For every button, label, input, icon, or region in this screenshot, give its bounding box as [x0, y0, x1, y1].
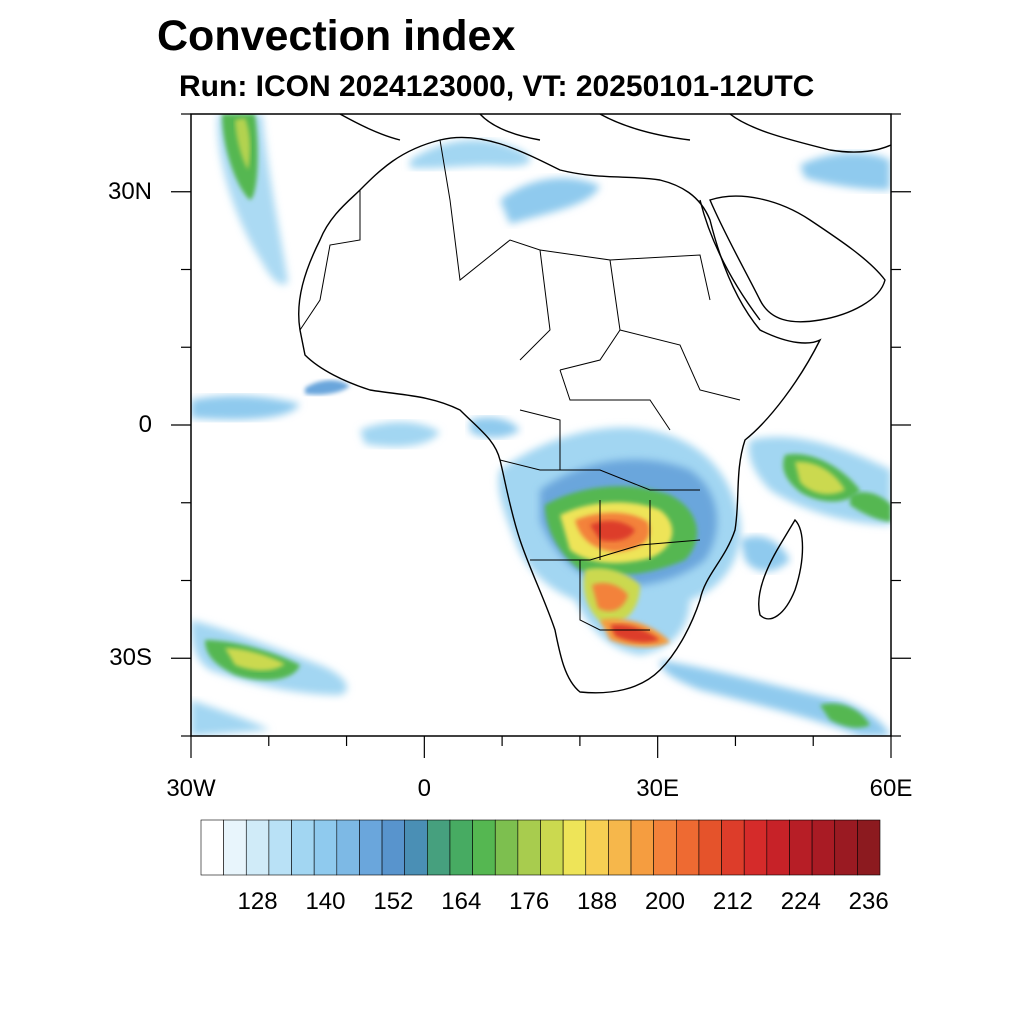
colorbar	[200, 819, 881, 876]
colorbar-box	[517, 819, 541, 876]
colorbar-box	[540, 819, 564, 876]
colorbar-box	[494, 819, 519, 876]
south-atlantic-cell	[191, 620, 348, 736]
colorbar-box	[427, 819, 451, 876]
colorbar-box	[268, 819, 292, 876]
colorbar-label: 152	[373, 888, 414, 915]
x-tick-label: 0	[417, 775, 431, 802]
colorbar-box	[698, 819, 722, 876]
arabia-coastline	[709, 195, 886, 323]
colorbar-box	[291, 819, 315, 876]
colorbar-label: 188	[577, 888, 618, 915]
colorbar-box	[585, 819, 609, 876]
colorbar-label: 176	[509, 888, 550, 915]
colorbar-box	[834, 819, 858, 876]
colorbar-box	[359, 819, 383, 876]
colorbar-box	[336, 819, 360, 876]
x-tick-label: 30W	[166, 775, 216, 802]
colorbar-box	[449, 819, 473, 876]
africa-coastline	[298, 136, 822, 694]
north-atlantic-plume	[217, 114, 288, 285]
equatorial-atlantic-streaks	[191, 380, 520, 447]
europe-coastline	[339, 114, 891, 153]
colorbar-label: 128	[237, 888, 278, 915]
colorbar-box	[472, 819, 496, 876]
colorbar-box	[223, 819, 247, 876]
colorbar-box	[562, 819, 587, 876]
colorbar-box	[630, 819, 654, 876]
colorbar-label: 212	[712, 888, 753, 915]
colorbar-label: 200	[644, 888, 685, 915]
colorbar-box	[608, 819, 632, 876]
colorbar-label: 164	[441, 888, 482, 915]
country-borders	[299, 139, 741, 631]
y-tick-label: 0	[138, 411, 152, 438]
y-tick-label: 30N	[107, 177, 152, 205]
colorbar-label: 236	[848, 888, 889, 915]
colorbar-box	[721, 819, 745, 876]
axis-ticks	[171, 113, 911, 758]
colorbar-box	[245, 819, 270, 876]
chart-subtitle: Run: ICON 2024123000, VT: 20250101-12UTC	[179, 70, 815, 103]
colorbar-box	[653, 819, 677, 876]
east-madagascar-cell	[740, 436, 891, 572]
colorbar-box	[200, 819, 224, 876]
colorbar-box	[766, 819, 790, 876]
madagascar-coastline	[758, 518, 804, 620]
colorbar-box	[381, 819, 406, 876]
red-sea-coast	[699, 199, 761, 321]
colorbar-label: 224	[780, 888, 821, 915]
north-africa-bands	[410, 139, 890, 224]
colorbar-box	[313, 819, 338, 876]
colorbar-box	[811, 819, 836, 876]
southern-africa-convection	[498, 427, 741, 655]
colorbar-box	[743, 819, 768, 876]
convection-field	[191, 114, 891, 736]
colorbar-box	[404, 819, 428, 876]
chart-title: Convection index	[157, 12, 516, 60]
colorbar-label: 140	[305, 888, 346, 915]
x-tick-label: 30E	[636, 775, 679, 802]
indian-ocean-band	[660, 660, 891, 736]
colorbar-box	[675, 819, 700, 876]
colorbar-box	[789, 819, 813, 876]
y-tick-label: 30S	[109, 644, 152, 672]
colorbar-box	[857, 819, 881, 876]
x-tick-label: 60E	[869, 775, 913, 802]
coastlines	[298, 114, 891, 694]
